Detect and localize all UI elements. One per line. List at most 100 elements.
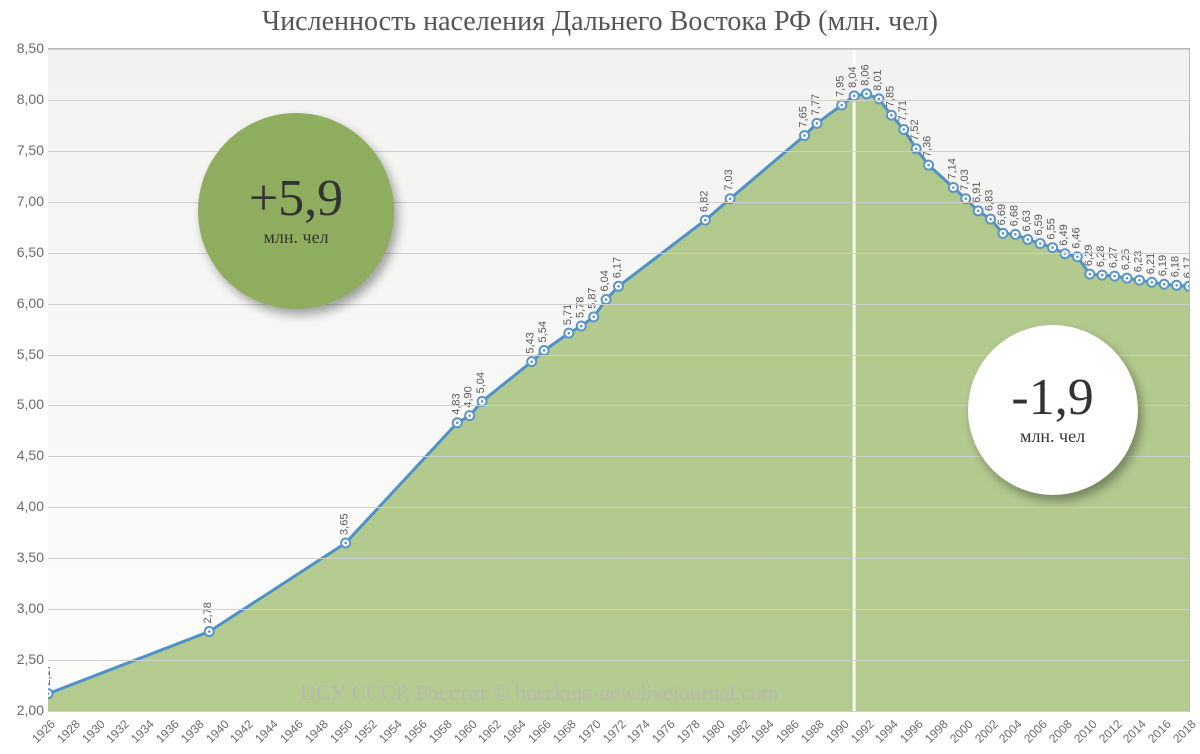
- y-tick-label: 4,50: [4, 447, 44, 463]
- y-tick-label: 5,00: [4, 396, 44, 412]
- data-marker: [453, 418, 462, 427]
- y-tick-label: 5,50: [4, 346, 44, 362]
- data-label: 6,21: [1145, 253, 1157, 274]
- data-marker: [527, 357, 536, 366]
- data-marker: [812, 119, 821, 128]
- data-marker: [1085, 270, 1094, 279]
- data-marker: [1023, 235, 1032, 244]
- data-label: 4,90: [463, 386, 475, 407]
- data-label: 6,49: [1058, 224, 1070, 245]
- data-label: 8,01: [872, 69, 884, 90]
- data-label: 6,17: [1182, 257, 1189, 278]
- y-tick-label: 2,50: [4, 651, 44, 667]
- data-label: 6,27: [1108, 247, 1120, 268]
- data-marker: [48, 689, 53, 698]
- data-label: 6,69: [996, 204, 1008, 225]
- data-marker: [1060, 249, 1069, 258]
- data-label: 5,87: [587, 287, 599, 308]
- data-label: 6,17: [612, 257, 624, 278]
- data-marker: [912, 144, 921, 153]
- data-marker: [564, 329, 573, 338]
- data-label: 5,04: [475, 372, 487, 393]
- data-marker: [986, 215, 995, 224]
- data-label: 4,83: [450, 393, 462, 414]
- data-marker: [874, 94, 883, 103]
- data-label: 7,85: [884, 86, 896, 107]
- data-label: 7,71: [897, 100, 909, 121]
- data-marker: [998, 229, 1007, 238]
- callout-gain-unit: млн. чел: [264, 227, 329, 248]
- data-marker: [949, 183, 958, 192]
- callout-loss-value: -1,9: [1011, 372, 1093, 424]
- data-label: 5,43: [525, 332, 537, 353]
- data-label: 6,29: [1083, 245, 1095, 266]
- y-tick-label: 8,00: [4, 91, 44, 107]
- callout-loss: -1,9млн. чел: [968, 325, 1138, 495]
- data-marker: [1011, 230, 1020, 239]
- callout-gain-value: +5,9: [249, 173, 343, 225]
- y-tick-label: 7,00: [4, 193, 44, 209]
- callout-loss-unit: млн. чел: [1020, 426, 1085, 447]
- data-marker: [887, 111, 896, 120]
- data-label: 5,78: [574, 297, 586, 318]
- y-tick-label: 7,50: [4, 142, 44, 158]
- data-label: 6,18: [1170, 256, 1182, 277]
- data-marker: [862, 89, 871, 98]
- data-marker: [577, 322, 586, 331]
- data-marker: [465, 411, 474, 420]
- data-label: 7,36: [922, 136, 934, 157]
- chart-title: Численность населения Дальнего Востока Р…: [0, 6, 1200, 38]
- callout-gain: +5,9млн. чел: [198, 113, 394, 309]
- y-tick-label: 6,50: [4, 244, 44, 260]
- credit-text: ЦСУ СССР, Росстат © burckina-new.livejou…: [300, 680, 779, 706]
- data-marker: [800, 131, 809, 140]
- data-label: 6,55: [1046, 218, 1058, 239]
- data-label: 6,59: [1033, 214, 1045, 235]
- data-label: 6,28: [1095, 246, 1107, 267]
- data-label: 3,65: [339, 514, 351, 535]
- data-label: 6,68: [1008, 205, 1020, 226]
- data-marker: [1110, 272, 1119, 281]
- data-marker: [974, 206, 983, 215]
- gridline: [48, 558, 1189, 559]
- data-label: 6,91: [971, 182, 983, 203]
- y-tick-label: 3,50: [4, 549, 44, 565]
- data-label: 5,71: [562, 304, 574, 325]
- data-marker: [341, 538, 350, 547]
- data-marker: [1185, 282, 1190, 291]
- data-marker: [1036, 239, 1045, 248]
- gridline: [48, 304, 1189, 305]
- data-marker: [614, 282, 623, 291]
- gridline: [48, 609, 1189, 610]
- data-marker: [205, 627, 214, 636]
- data-marker: [924, 161, 933, 170]
- data-label: 6,63: [1021, 210, 1033, 231]
- data-marker: [1172, 281, 1181, 290]
- data-label: 7,65: [798, 106, 810, 127]
- gridline: [48, 711, 1189, 712]
- data-marker: [1048, 243, 1057, 252]
- data-marker: [1122, 274, 1131, 283]
- data-label: 7,03: [723, 169, 735, 190]
- data-label: 6,46: [1070, 227, 1082, 248]
- data-label: 2,78: [202, 602, 214, 623]
- data-marker: [589, 312, 598, 321]
- data-label: 7,03: [959, 169, 971, 190]
- data-label: 2,17: [48, 664, 53, 685]
- x-tick-label: 1926: [29, 717, 48, 736]
- data-marker: [1160, 280, 1169, 289]
- data-label: 8,06: [860, 64, 872, 85]
- data-marker: [1135, 276, 1144, 285]
- data-label: 6,19: [1157, 255, 1169, 276]
- y-tick-label: 6,00: [4, 295, 44, 311]
- gridline: [48, 49, 1189, 50]
- gridline: [48, 507, 1189, 508]
- y-tick-label: 3,00: [4, 600, 44, 616]
- data-marker: [701, 216, 710, 225]
- data-label: 5,54: [537, 321, 549, 342]
- gridline: [48, 100, 1189, 101]
- data-marker: [1098, 271, 1107, 280]
- data-label: 7,77: [810, 94, 822, 115]
- data-marker: [1147, 278, 1156, 287]
- y-tick-label: 2,00: [4, 702, 44, 718]
